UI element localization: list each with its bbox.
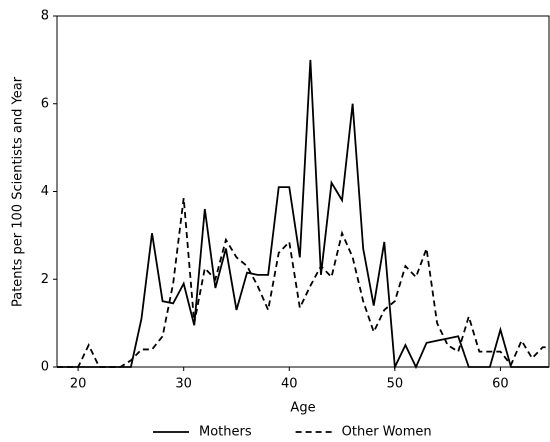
- y-tick-label: 4: [41, 184, 49, 199]
- x-axis-label: Age: [290, 401, 315, 416]
- series-line: [57, 197, 549, 368]
- x-tick-label: 60: [492, 377, 509, 392]
- y-tick-label: 6: [41, 96, 49, 111]
- y-tick-label: 8: [41, 9, 49, 24]
- legend-label: Other Women: [342, 425, 432, 440]
- y-tick-label: 2: [41, 272, 49, 287]
- x-tick-label: 20: [70, 377, 87, 392]
- series-line: [57, 59, 549, 369]
- x-tick-label: 40: [281, 377, 298, 392]
- legend-label: Mothers: [199, 425, 252, 440]
- y-axis-label: Patents per 100 Scientists and Year: [11, 76, 26, 307]
- y-tick-label: 0: [41, 360, 49, 375]
- x-tick-label: 30: [175, 377, 192, 392]
- x-tick-label: 50: [387, 377, 404, 392]
